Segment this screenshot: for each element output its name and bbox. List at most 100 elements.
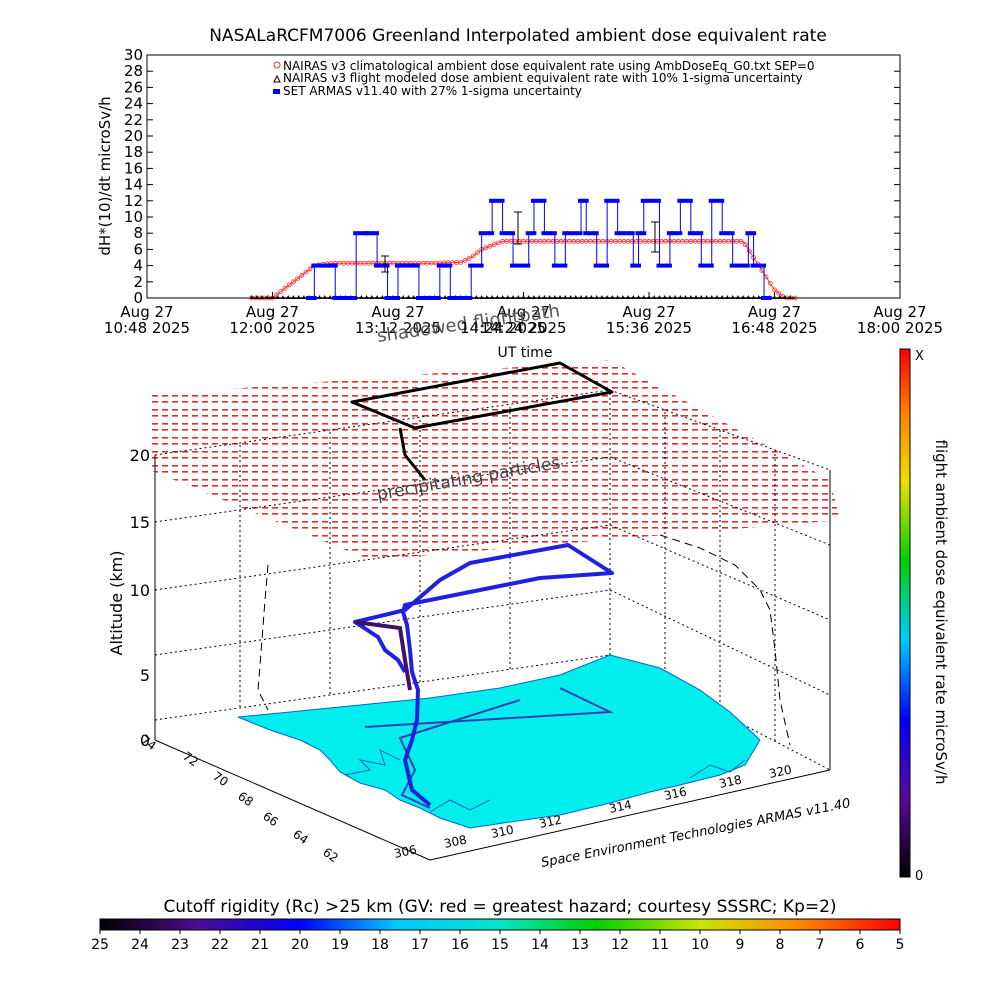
armas-point [671, 231, 678, 236]
armas-point [327, 263, 333, 268]
climatological-point [742, 242, 748, 247]
armas-point [541, 231, 548, 236]
flight-model-point [615, 295, 620, 299]
x-tick-label-time: 16:48 2025 [731, 319, 817, 337]
flight-model-point [328, 295, 333, 299]
series-climatological [249, 238, 798, 301]
rigidity-tick-label: 5 [896, 937, 905, 953]
lon-tick-label: 314 [608, 797, 633, 815]
rigidity-tick-label: 9 [736, 937, 745, 953]
armas-point [436, 263, 443, 268]
climatological-point [776, 290, 782, 296]
armas-point [682, 198, 689, 203]
flight-model-point [662, 295, 667, 299]
x-tick-label-date: Aug 27 [371, 303, 424, 321]
armas-point [368, 231, 375, 236]
armas-point [624, 231, 630, 236]
armas-point [640, 198, 647, 203]
armas-point [676, 231, 683, 236]
armas-point [384, 296, 391, 300]
flight-model-point [270, 295, 275, 299]
flight-model-point [573, 295, 578, 299]
y-tick-label: 20 [124, 127, 143, 145]
flight-model-point [730, 295, 735, 299]
z-axis-label: Altitude (km) [107, 551, 126, 656]
armas-point [493, 198, 500, 203]
rigidity-colorbar-title: Cutoff rigidity (Rc) >25 km (GV: red = g… [163, 897, 836, 917]
z-tick-label: 10 [130, 581, 150, 600]
armas-point [635, 263, 641, 268]
flight-model-point [631, 295, 636, 299]
armas-point [576, 231, 583, 236]
armas-point [556, 263, 563, 268]
armas-point [582, 198, 589, 203]
flight-model-point [291, 295, 296, 299]
flight-path-3d-segment-dark [354, 620, 412, 691]
rigidity-tick-label: 23 [171, 937, 189, 953]
rigidity-tick-label: 16 [451, 937, 469, 953]
armas-point [640, 231, 647, 236]
y-tick-label: 18 [124, 143, 143, 161]
armas-point [698, 263, 705, 268]
flight-model-point [359, 295, 364, 299]
armas-point [661, 263, 668, 268]
flight-model-point [636, 295, 641, 299]
y-tick-label: 0 [133, 289, 143, 307]
armas-point [373, 231, 379, 236]
armas-point [531, 198, 537, 203]
armas-point [550, 231, 557, 236]
y-tick-label: 2 [133, 273, 143, 291]
y-tick-label: 6 [133, 240, 143, 258]
overlay-time-label: 14:24 2025 [460, 319, 546, 337]
armas-point [728, 231, 735, 236]
flight-path-top [350, 361, 614, 481]
armas-point [750, 231, 757, 236]
climatological-point [295, 276, 301, 282]
armas-line [309, 200, 765, 299]
flight-model-point [322, 295, 327, 299]
rigidity-tick-labels: 25 24 23 22 21 20 19 18 17 16 15 14 13 12 11 10 9 8 7 6 5 [91, 930, 904, 953]
climatological-point [491, 242, 497, 247]
series-flight-model [249, 295, 796, 299]
armas-point [378, 263, 385, 268]
armas-point [320, 263, 327, 268]
flight-model-point [364, 295, 369, 299]
armas-point [441, 263, 448, 268]
armas-point [504, 231, 511, 236]
flight-model-point [563, 295, 568, 299]
armas-point [483, 231, 490, 236]
flight-model-point [641, 295, 646, 299]
armas-point [703, 263, 709, 268]
3d-box-solid-edges [154, 455, 831, 861]
lat-tick-label: 64 [290, 827, 311, 847]
climatological-point [299, 272, 305, 278]
x-tick-label-date: Aug 27 [246, 303, 299, 321]
climatological-point [747, 248, 752, 254]
climatological-point [466, 256, 472, 261]
armas-point [461, 296, 468, 300]
flight-model-point [301, 295, 306, 299]
armas-point [677, 198, 684, 203]
armas-point [743, 263, 750, 268]
shadow-flightpath-walls [257, 534, 791, 746]
lat-tick-label: 66 [260, 809, 281, 829]
y-tick-label: 10 [124, 208, 143, 226]
climatological-point [738, 238, 744, 244]
rigidity-tick-label: 14 [531, 937, 549, 953]
armas-point [468, 263, 475, 268]
lon-tick-label: 320 [768, 762, 793, 780]
flight-model-point [673, 295, 678, 299]
flight-model-point [500, 295, 505, 299]
flight-model-point [788, 295, 793, 299]
rigidity-colorbar [99, 918, 901, 931]
armas-point [598, 263, 605, 268]
armas-point [514, 263, 521, 268]
armas-point [713, 198, 720, 203]
armas-point [447, 296, 454, 300]
flight-model-point [521, 295, 526, 299]
z-tick-label: 20 [130, 446, 150, 465]
y-axis-label: dH*(10)/dt microSv/h [96, 96, 114, 255]
y-tick-label: 26 [124, 78, 143, 96]
flight-model-point [490, 295, 495, 299]
